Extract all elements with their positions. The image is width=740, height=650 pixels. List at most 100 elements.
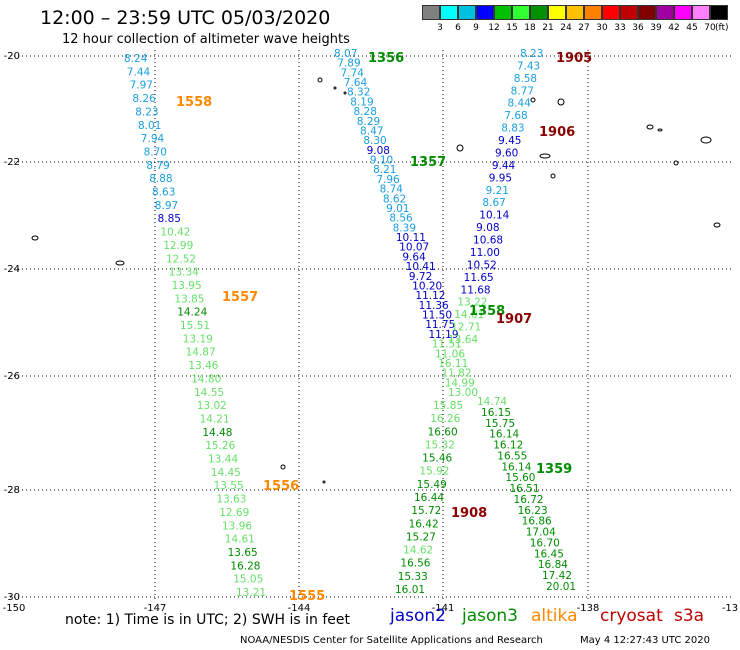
- track-value-label: 8.30: [363, 135, 386, 147]
- track-value-label: 9.60: [495, 147, 518, 159]
- track-value-label: 15.85: [433, 400, 463, 412]
- track-value-label: 12.71: [451, 322, 481, 334]
- legend-s3a: s3a: [674, 606, 705, 626]
- track-value-label: 8.07: [334, 48, 357, 60]
- colorbar-label: 24: [560, 23, 572, 33]
- island-outline: [700, 136, 712, 144]
- colorbar-swatch: [476, 5, 494, 20]
- track-value-label: 9.21: [486, 185, 509, 197]
- track-value-label: 11.12: [415, 290, 445, 302]
- y-tick-label: -26: [4, 371, 20, 382]
- track-value-label: 7.44: [127, 66, 151, 78]
- colorbar-swatch: [548, 5, 566, 20]
- y-tick-label: -24: [4, 264, 20, 275]
- island-outline: [713, 222, 721, 228]
- track-value-label: 11.06: [435, 348, 465, 360]
- track-value-label: 8.67: [482, 197, 505, 209]
- track-value-label: 12.99: [163, 240, 193, 252]
- page-subtitle: 12 hour collection of altimeter wave hei…: [62, 32, 350, 47]
- track-value-label: 8.74: [380, 184, 404, 196]
- track-value-label: 16.23: [518, 505, 548, 517]
- track-value-label: 8.21: [373, 164, 396, 176]
- colorbar-swatch: [494, 5, 512, 20]
- legend-cryosat: cryosat: [600, 606, 663, 626]
- track-value-label: 16.60: [428, 426, 458, 438]
- colorbar-label: 6: [455, 23, 461, 33]
- track-value-label: 13.63: [216, 494, 246, 506]
- island-outline: [322, 480, 326, 484]
- track-value-label: 7.97: [130, 80, 153, 92]
- track-value-label: 16.01: [395, 584, 425, 596]
- track-value-label: 9.44: [492, 160, 516, 172]
- track-value-label: 13.64: [448, 334, 478, 346]
- track-value-label: 16.14: [489, 429, 519, 441]
- track-value-label: 8.26: [132, 93, 156, 105]
- track-value-label: 11.75: [425, 319, 455, 331]
- track-value-label: 14.80: [191, 373, 221, 385]
- pass-number-label: 1908: [451, 506, 487, 521]
- colorbar-swatch: [458, 5, 476, 20]
- track-value-label: 9.08: [367, 145, 390, 157]
- track-value-label: 7.64: [344, 77, 368, 89]
- track-value-label: 7.89: [337, 58, 360, 70]
- pass-number-label: 1907: [496, 312, 532, 327]
- track-value-label: 10.20: [412, 280, 442, 292]
- track-value-label: 16.15: [481, 407, 511, 419]
- colorbar-label: 30: [596, 23, 608, 33]
- track-value-label: 8.44: [507, 98, 531, 110]
- track-value-label: 7.96: [376, 174, 400, 186]
- colorbar-swatch: [530, 5, 548, 20]
- colorbar-swatch: [620, 5, 638, 20]
- track-value-label: 12.69: [219, 507, 249, 519]
- track-value-label: 10.42: [160, 227, 190, 239]
- track-value-label: 11.82: [441, 368, 471, 380]
- track-value-label: 7.43: [517, 60, 540, 72]
- track-value-label: 8.23: [520, 48, 543, 60]
- track-value-label: 8.47: [360, 125, 383, 137]
- track-value-label: 8.39: [393, 222, 416, 234]
- track-value-label: 20.01: [546, 581, 576, 593]
- track-value-label: 8.28: [354, 106, 377, 118]
- track-value-label: 16.70: [530, 537, 560, 549]
- track-value-label: 13.34: [169, 267, 199, 279]
- colorbar-label: 27: [578, 23, 590, 33]
- y-tick-label: -28: [4, 485, 20, 496]
- track-value-label: 7.68: [504, 110, 527, 122]
- pass-number-label: 1356: [368, 51, 404, 66]
- x-tick-label: -147: [144, 603, 167, 614]
- y-tick-label: -30: [4, 592, 20, 603]
- colorbar-label: 18: [524, 23, 536, 33]
- track-value-label: 13.22: [457, 297, 487, 309]
- island-outline: [646, 124, 654, 130]
- track-value-label: 13.00: [448, 387, 478, 399]
- track-value-label: 14.55: [194, 387, 224, 399]
- legend-altika: altika: [531, 606, 578, 626]
- track-value-label: 11.51: [432, 339, 462, 351]
- track-value-label: 9.01: [386, 203, 409, 215]
- track-value-label: 9.72: [409, 271, 432, 283]
- track-value-label: 8.24: [124, 53, 148, 65]
- track-value-label: 14.62: [403, 545, 433, 557]
- track-value-label: 10.68: [473, 235, 503, 247]
- colorbar-swatch: [422, 5, 440, 20]
- track-value-label: 15.75: [485, 418, 515, 430]
- track-value-label: 13.65: [228, 547, 258, 559]
- x-tick-label: -13: [722, 603, 738, 614]
- track-value-label: 10.52: [467, 259, 497, 271]
- island-outline: [530, 97, 536, 103]
- colorbar-label: 39: [650, 23, 662, 33]
- track-value-label: 13.55: [214, 480, 244, 492]
- colorbar-swatch: [674, 5, 692, 20]
- legend-jason2: jason2: [390, 606, 446, 626]
- track-value-label: 16.56: [400, 558, 430, 570]
- track-value-label: 9.95: [489, 172, 512, 184]
- colorbar-label: 15: [506, 23, 518, 33]
- colorbar-label: 36: [632, 23, 644, 33]
- pass-number-label: 1357: [410, 155, 446, 170]
- colorbar-swatch: [602, 5, 620, 20]
- colorbar-label: 70: [704, 23, 716, 33]
- track-value-label: 15.33: [398, 571, 428, 583]
- colorbar-label: 3: [437, 23, 443, 33]
- colorbar-swatch: [566, 5, 584, 20]
